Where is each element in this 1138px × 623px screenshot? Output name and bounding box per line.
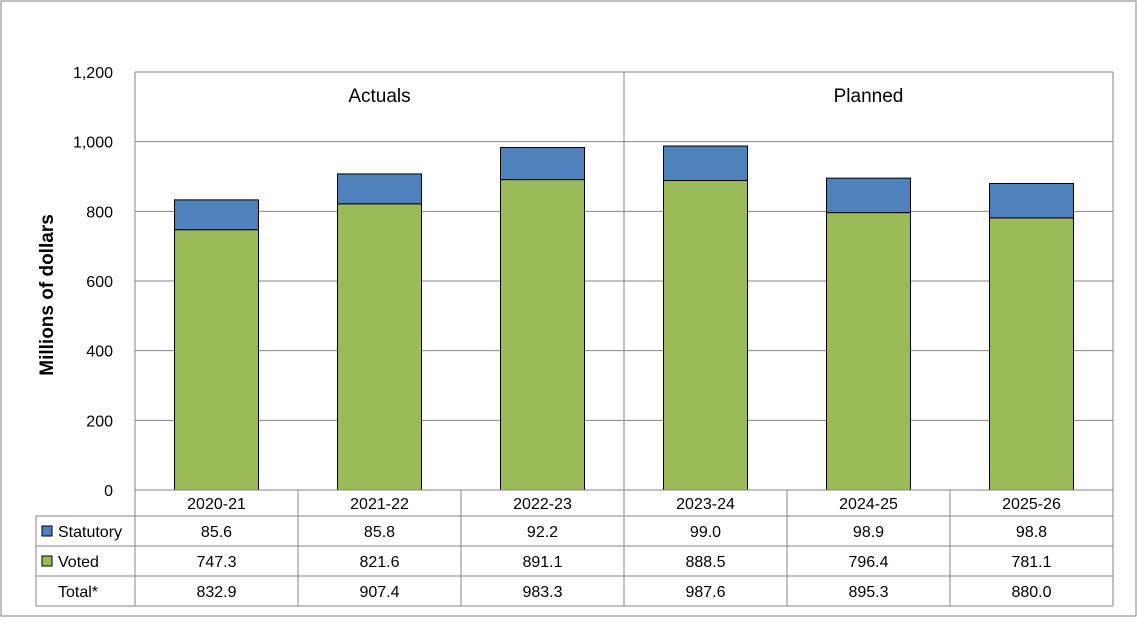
table-cell-value: 895.3 (848, 584, 888, 601)
y-tick-label: 200 (86, 413, 113, 430)
bar-segment-statutory (337, 173, 422, 205)
table-cell-value: 781.1 (1011, 554, 1051, 571)
bar-segment-voted (174, 229, 259, 491)
bar-segment-statutory (826, 177, 911, 214)
bar-segment-voted (989, 217, 1074, 491)
group-labels: Actuals Planned (348, 72, 903, 490)
table-cell-value: 98.8 (1016, 524, 1047, 541)
table-cell-value: 907.4 (359, 584, 399, 601)
bars (174, 145, 1074, 491)
y-tick-label: 0 (104, 483, 113, 500)
legend-key-voted (41, 555, 53, 567)
data-table: 2020-21 2021-22 2022-23 2023-24 2024-25 2025-… (35, 489, 1114, 607)
bar-segment-statutory (663, 145, 748, 182)
table-cell-value: 832.9 (196, 584, 236, 601)
table-cell-value: 888.5 (685, 554, 725, 571)
table-row-label: Statutory (58, 524, 122, 541)
table-cell-value: 983.3 (522, 584, 562, 601)
table-cell-value: 98.9 (853, 524, 884, 541)
y-axis-label: Millions of dollars (37, 214, 58, 376)
bar-segment-voted (826, 212, 911, 491)
table-cell-value: 821.6 (359, 554, 399, 571)
table-cell-value: 880.0 (1011, 584, 1051, 601)
group-label: Planned (834, 86, 904, 107)
bar-segment-statutory (500, 146, 585, 181)
table-cell-value: 85.8 (364, 524, 395, 541)
x-category-label: 2025-26 (1002, 496, 1061, 513)
y-tick-label: 800 (86, 204, 113, 221)
y-tick-label: 600 (86, 274, 113, 291)
table-cell-value: 85.6 (201, 524, 232, 541)
table-cell-value: 987.6 (685, 584, 725, 601)
x-category-label: 2021-22 (350, 496, 409, 513)
table-cell-value: 92.2 (527, 524, 558, 541)
table-cell-value: 796.4 (848, 554, 888, 571)
y-tick-label: 400 (86, 344, 113, 361)
bar-segment-voted (500, 179, 585, 491)
group-label: Actuals (348, 86, 410, 107)
table-cell-value: 891.1 (522, 554, 562, 571)
bar-segment-statutory (174, 199, 259, 231)
x-category-label: 2022-23 (513, 496, 572, 513)
x-category-label: 2023-24 (676, 496, 735, 513)
y-tick-label: 1,000 (73, 135, 113, 152)
bar-segment-statutory (989, 183, 1074, 219)
table-cell-value: 747.3 (196, 554, 236, 571)
legend-key-statutory (41, 525, 53, 537)
table-row-label: Total* (58, 584, 98, 601)
bar-segment-voted (663, 180, 748, 491)
y-tick-label: 1,200 (73, 65, 113, 82)
table-row-label: Voted (58, 554, 99, 571)
table-cell-value: 99.0 (690, 524, 721, 541)
x-category-label: 2024-25 (839, 496, 898, 513)
y-axis: 0 200 400 600 800 1,000 1,200 (73, 65, 1114, 500)
x-category-label: 2020-21 (187, 496, 246, 513)
bar-segment-voted (337, 203, 422, 491)
